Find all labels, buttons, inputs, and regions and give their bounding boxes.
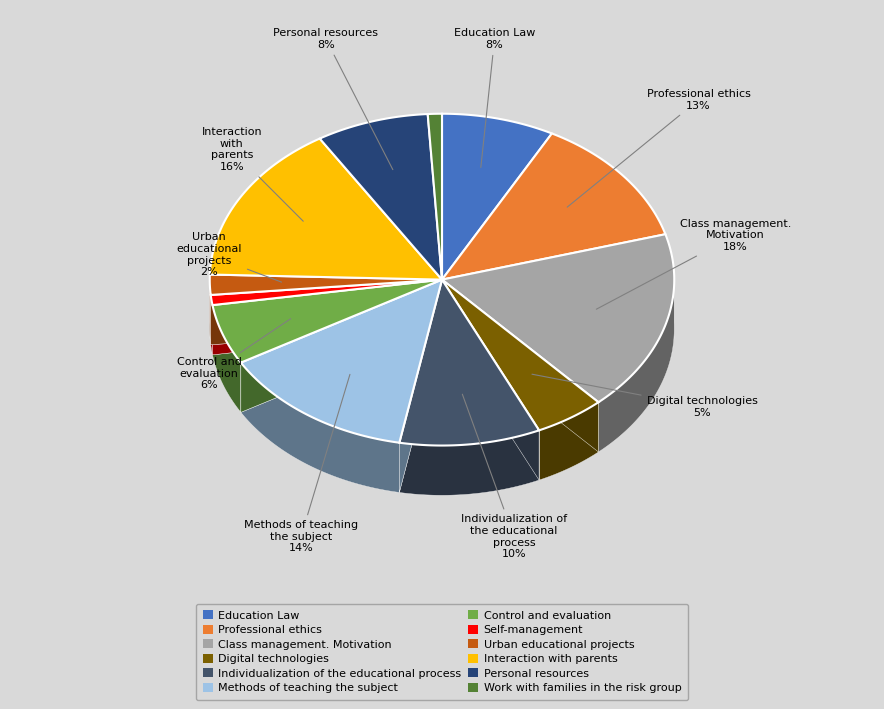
Polygon shape [539, 402, 598, 480]
Polygon shape [240, 279, 442, 413]
Polygon shape [210, 279, 442, 345]
Text: Urban
educational
projects
2%: Urban educational projects 2% [177, 233, 281, 282]
Text: Control and
evaluation
6%: Control and evaluation 6% [177, 318, 291, 390]
Polygon shape [210, 274, 442, 295]
Polygon shape [428, 113, 442, 279]
Polygon shape [400, 430, 539, 496]
Polygon shape [442, 279, 598, 452]
Polygon shape [442, 279, 598, 430]
Text: Interaction
with
parents
16%: Interaction with parents 16% [202, 128, 303, 221]
Polygon shape [210, 279, 442, 305]
Polygon shape [442, 234, 674, 402]
Text: Individualization of
the educational
process
10%: Individualization of the educational pro… [461, 394, 567, 559]
Polygon shape [442, 113, 552, 279]
Polygon shape [212, 279, 442, 354]
Polygon shape [212, 279, 442, 362]
Polygon shape [240, 362, 400, 493]
Polygon shape [400, 279, 442, 493]
Polygon shape [210, 279, 442, 345]
Polygon shape [212, 279, 442, 354]
Text: Education Law
8%: Education Law 8% [453, 28, 535, 167]
Text: Digital technologies
5%: Digital technologies 5% [532, 374, 758, 418]
Polygon shape [212, 305, 240, 413]
Polygon shape [320, 114, 442, 279]
Polygon shape [400, 279, 539, 445]
Legend: Education Law, Professional ethics, Class management. Motivation, Digital techno: Education Law, Professional ethics, Clas… [196, 604, 688, 700]
Polygon shape [240, 279, 442, 413]
Polygon shape [240, 279, 442, 442]
Text: Class management.
Motivation
18%: Class management. Motivation 18% [597, 219, 791, 309]
Polygon shape [442, 279, 539, 480]
Text: Professional ethics
13%: Professional ethics 13% [568, 89, 751, 207]
Polygon shape [210, 138, 442, 279]
Polygon shape [598, 280, 674, 452]
Polygon shape [442, 279, 539, 480]
Text: Methods of teaching
the subject
14%: Methods of teaching the subject 14% [244, 374, 358, 554]
Polygon shape [400, 279, 442, 493]
Polygon shape [210, 295, 212, 354]
Polygon shape [442, 133, 666, 279]
Polygon shape [442, 279, 598, 452]
Text: Personal resources
8%: Personal resources 8% [273, 28, 392, 169]
Ellipse shape [210, 164, 674, 496]
